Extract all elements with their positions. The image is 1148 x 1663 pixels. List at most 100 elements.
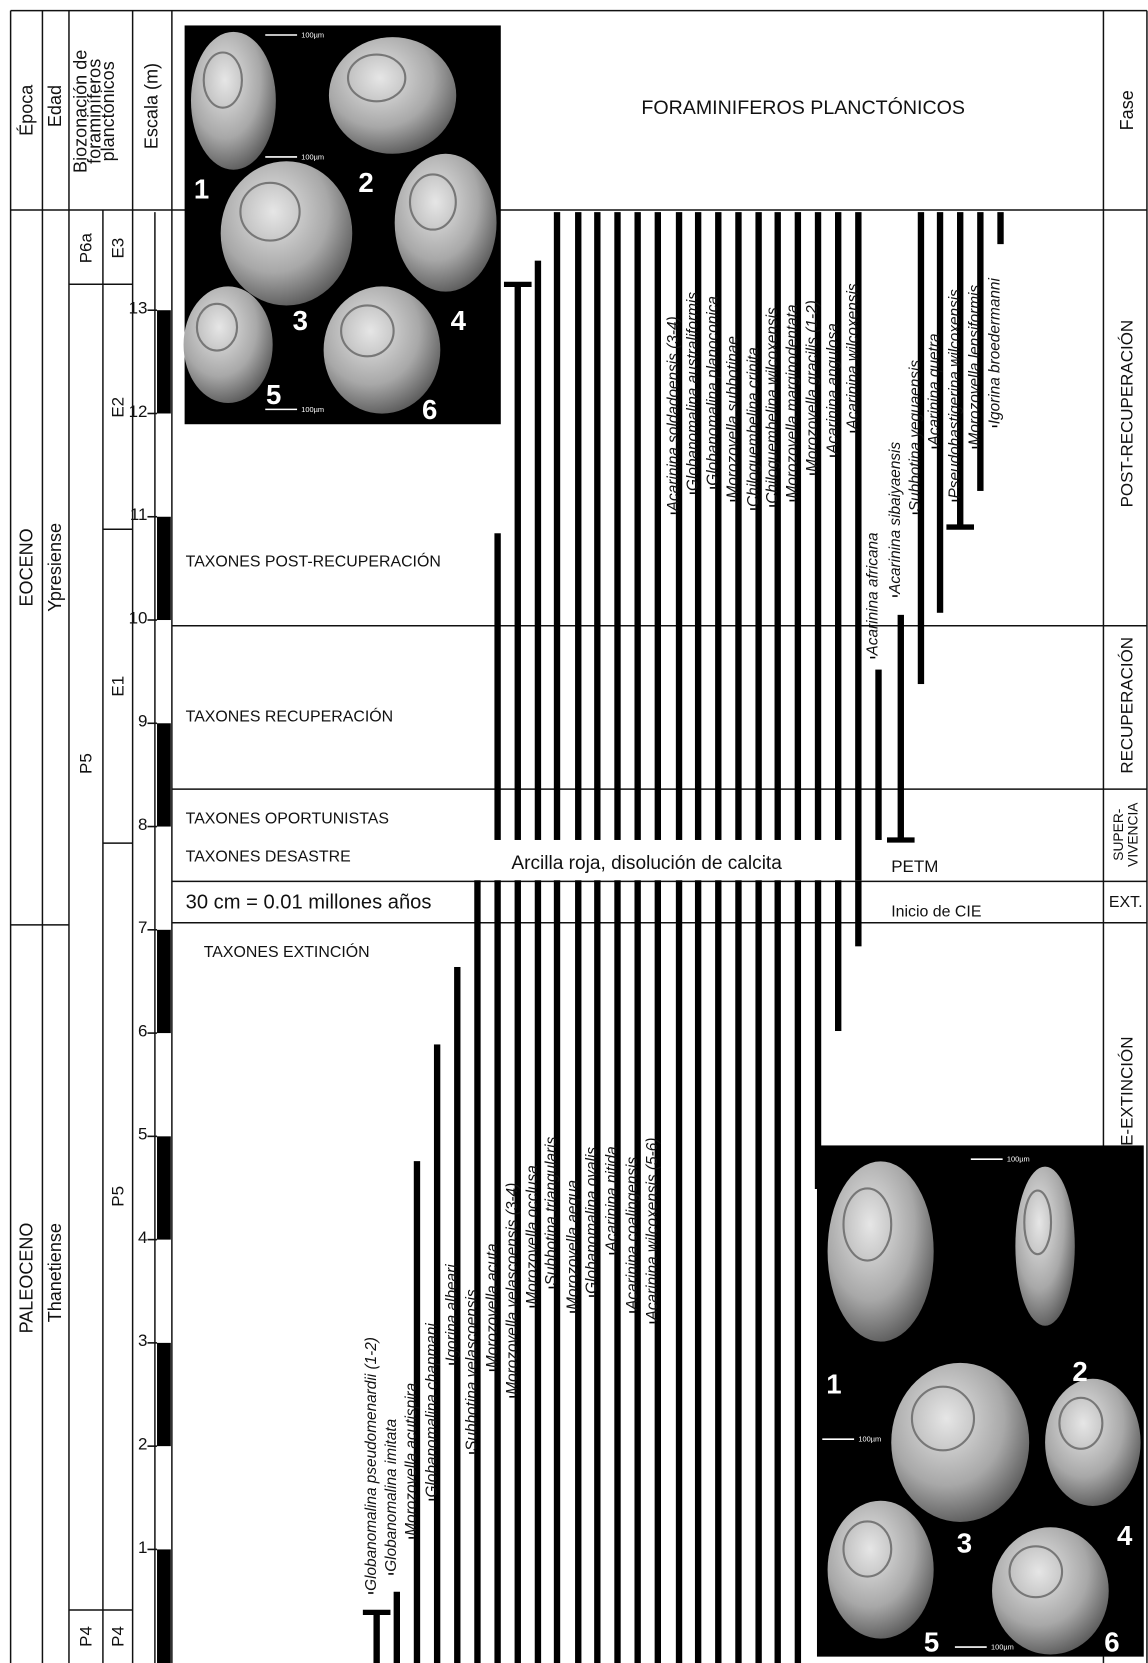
taxon-label: Subbotina yeguaensis [907, 360, 924, 512]
header-title: FORAMINIFEROS PLANCTÓNICOS [641, 96, 965, 119]
taxon-label: Acarinina quetra [926, 333, 943, 446]
phase: RECUPERACIÓN [1117, 637, 1136, 774]
taxon-label: Globanomalina imitata [383, 1418, 400, 1571]
range-bar [695, 880, 701, 1663]
scale-tick-label: 3 [138, 1331, 147, 1350]
foraminifer [828, 1501, 934, 1639]
foraminifer [184, 286, 273, 403]
taxon-label: Morozovella marginodentata [784, 304, 801, 498]
group-label: TAXONES RECUPERACIÓN [186, 706, 393, 725]
range-bar [835, 212, 841, 840]
specimen-number: 1 [194, 173, 209, 204]
range-bar [676, 880, 682, 1663]
scale-block [157, 310, 171, 413]
range-bar [373, 1612, 379, 1663]
foraminifer [329, 37, 456, 154]
note: Inicio de CIE [891, 904, 981, 921]
scale-block [157, 1343, 171, 1446]
scale-block [157, 723, 171, 826]
sem-photo: 123456100µm100µm100µm [184, 25, 501, 424]
range-bar [898, 615, 904, 840]
range-bar [715, 880, 721, 1663]
taxon-label: Morozovella acutispira [403, 1382, 420, 1535]
group-label: TAXONES EXTINCIÓN [204, 942, 370, 961]
range-bar [515, 284, 521, 840]
group-label: TAXONES POST-RECUPERACIÓN [186, 552, 441, 571]
foraminifer [1045, 1379, 1140, 1506]
taxon-label: Igorina albeari [443, 1264, 460, 1362]
range-bar [775, 880, 781, 1663]
taxon-label: Acarinina angulosa [824, 323, 841, 455]
specimen-number: 4 [451, 305, 467, 336]
taxon-label: Morozovella acuta [484, 1243, 501, 1368]
taxon-label: Subbotina velascoensis [464, 1289, 481, 1451]
scale-tick-label: 9 [138, 712, 147, 731]
range-bar [795, 880, 801, 1663]
taxon-label: Morozovella subbotinae [725, 336, 742, 498]
header-epoch: Época [17, 84, 37, 136]
range-bar [614, 880, 620, 1663]
specimen-number: 4 [1117, 1520, 1133, 1551]
scale-block [157, 1136, 171, 1239]
scale-tick-label: 13 [129, 299, 148, 318]
scale-tick-label: 1 [138, 1538, 147, 1557]
scale-block [157, 517, 171, 620]
range-bar [594, 212, 600, 840]
foraminifer [395, 154, 497, 292]
taxon-label: Subbotina triangularis [543, 1136, 560, 1285]
range-bar [575, 212, 581, 840]
note: PETM [891, 857, 938, 876]
taxon-label: Globanomalina chapmani [423, 1323, 440, 1498]
zone: P4 [108, 1626, 127, 1647]
scale-tick-label: 10 [129, 608, 148, 627]
taxon-label: Acarinina coalingensis [624, 1157, 641, 1311]
range-bar [755, 212, 761, 840]
range-bar [997, 212, 1003, 244]
taxon-label: Morozovella gracilis (1-2) [804, 300, 821, 472]
note: Arcilla roja, disolución de calcita [511, 853, 782, 874]
specimen-number: 6 [1104, 1626, 1119, 1657]
zone: P5 [76, 753, 95, 774]
foraminifer [891, 1363, 1029, 1522]
specimen-number: 2 [358, 167, 373, 198]
range-bar [634, 212, 640, 840]
scale-bar-label: 100µm [301, 31, 324, 40]
taxon-label: Acarinina africana [865, 532, 882, 656]
specimen-number: 6 [422, 394, 437, 425]
range-bar [835, 880, 841, 1031]
header-age: Edad [45, 85, 65, 127]
scale-bar-label: 100µm [858, 1435, 881, 1444]
epoch: PALEOCENO [17, 1223, 37, 1334]
range-bar [394, 1592, 400, 1663]
zone: P4 [76, 1626, 95, 1647]
specimen-number: 2 [1072, 1356, 1087, 1387]
taxon-label: Globanomalina australiformis [684, 292, 701, 491]
zone: E2 [108, 397, 127, 418]
range-bar [676, 212, 682, 840]
group-label: TAXONES DESASTRE [186, 848, 351, 865]
header-phase: Fase [1117, 90, 1137, 130]
note: 30 cm = 0.01 millones años [186, 892, 432, 914]
taxon-label: Morozovella velascoensis (3-4) [504, 1183, 521, 1395]
specimen-number: 3 [293, 305, 308, 336]
group-label: TAXONES OPORTUNISTAS [186, 810, 389, 827]
range-bar [735, 880, 741, 1663]
taxon-label: Globanomalina ovalis [584, 1147, 601, 1294]
range-bar [614, 212, 620, 840]
scale-block [157, 1549, 171, 1663]
range-bar [554, 212, 560, 840]
specimen-number: 5 [924, 1626, 939, 1657]
scale-tick-label: 12 [129, 402, 148, 421]
range-bar [735, 212, 741, 840]
specimen-number: 1 [826, 1369, 841, 1400]
taxon-label: Morozovella aequa [564, 1179, 581, 1309]
range-bar [815, 880, 821, 1189]
scale-bar-label: 100µm [301, 405, 324, 414]
scale-block [157, 930, 171, 1033]
range-bar [875, 670, 881, 840]
scale-bar-label: 100µm [991, 1643, 1014, 1652]
taxon-label: Acarinina soldadoensis (3-4) [665, 316, 682, 512]
taxon-label: Acarinina wilcoxensis (5-6) [644, 1138, 661, 1322]
range-bar [474, 880, 480, 1663]
scale-tick-label: 6 [138, 1021, 147, 1040]
